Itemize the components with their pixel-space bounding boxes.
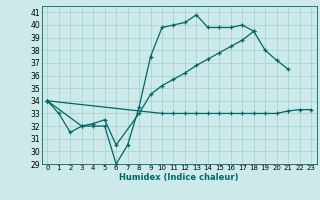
X-axis label: Humidex (Indice chaleur): Humidex (Indice chaleur) [119,173,239,182]
